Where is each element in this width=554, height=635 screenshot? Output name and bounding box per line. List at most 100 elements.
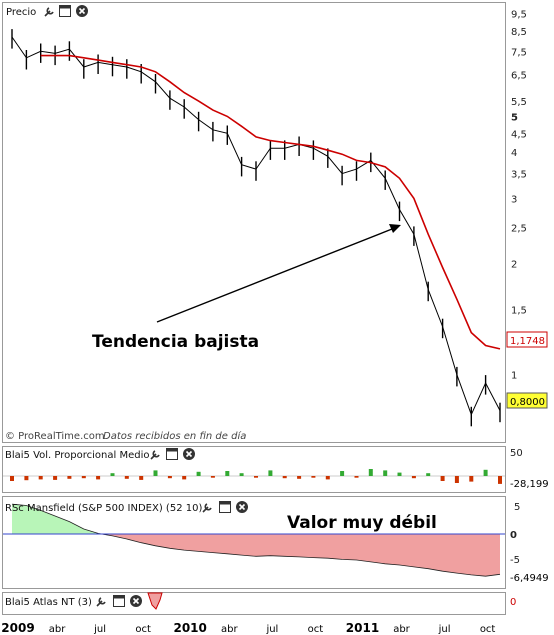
volume-bar bbox=[67, 476, 72, 479]
x-axis-label: oct bbox=[308, 624, 324, 635]
atlas-value: 0 bbox=[510, 597, 516, 608]
rsc-y-tick-zero: 0 bbox=[510, 530, 517, 541]
volume-bar bbox=[10, 476, 14, 481]
price-y-tick: 1 bbox=[511, 371, 517, 382]
volume-bar bbox=[311, 476, 316, 478]
price-y-axis: 9,5 8,5 7,5 6,5 5,5 5 4,5 4 3,5 3 2,5 2 1,5 1 bbox=[511, 9, 527, 381]
x-axis-label: jul bbox=[93, 624, 106, 635]
x-axis-label: 2010 bbox=[173, 621, 206, 635]
rsc-pane-border bbox=[2, 496, 506, 589]
window-icon[interactable] bbox=[59, 5, 71, 17]
price-y-tick: 7,5 bbox=[511, 47, 527, 58]
x-axis-label: 2011 bbox=[346, 621, 379, 635]
price-y-tick: 6,5 bbox=[511, 70, 527, 81]
wrench-icon[interactable] bbox=[96, 597, 106, 607]
rsc-y-tick-bottom: -5 bbox=[510, 555, 520, 566]
volume-bar bbox=[239, 473, 244, 476]
window-icon[interactable] bbox=[113, 595, 125, 607]
volume-bar bbox=[110, 473, 115, 476]
volume-bar bbox=[340, 471, 345, 476]
volume-bar bbox=[225, 471, 230, 476]
close-icon[interactable] bbox=[130, 595, 142, 607]
close-icon[interactable] bbox=[236, 501, 248, 513]
x-axis-label: abr bbox=[49, 624, 66, 635]
wrench-icon[interactable] bbox=[150, 450, 160, 460]
price-y-tick: 9,5 bbox=[511, 9, 527, 20]
trend-arrow bbox=[156, 224, 401, 323]
volume-bar bbox=[196, 471, 201, 476]
ma-value-bg bbox=[506, 331, 548, 348]
x-axis-label: abr bbox=[393, 624, 410, 635]
atlas-pane-title: Blai5 Atlas NT (3) bbox=[5, 597, 92, 608]
volume-bar bbox=[383, 470, 388, 476]
volume-bar bbox=[426, 473, 431, 476]
price-line bbox=[11, 36, 501, 416]
price-y-tick: 2 bbox=[511, 260, 517, 271]
volume-bar bbox=[24, 476, 29, 481]
volume-y-tick: 50 bbox=[510, 448, 523, 459]
rsc-area-group bbox=[3, 503, 505, 577]
volume-bar bbox=[325, 476, 330, 480]
volume-bar bbox=[469, 476, 474, 482]
volume-bar bbox=[498, 476, 502, 484]
ma-value: 1,1748 bbox=[510, 336, 545, 347]
last-price: 0,8000 bbox=[510, 397, 545, 408]
downtrend-annotation: Tendencia bajista bbox=[92, 332, 259, 352]
x-axis-label: oct bbox=[480, 624, 496, 635]
close-icon[interactable] bbox=[183, 448, 195, 460]
price-y-tick: 5,5 bbox=[511, 97, 527, 108]
x-axis-label: jul bbox=[438, 624, 451, 635]
moving-average-line bbox=[40, 54, 501, 350]
volume-bar bbox=[153, 470, 158, 476]
price-y-tick: 3,5 bbox=[511, 170, 527, 181]
price-pane-border bbox=[2, 2, 506, 443]
volume-bar bbox=[397, 472, 402, 476]
volume-bar bbox=[411, 476, 416, 479]
volume-bar bbox=[440, 476, 445, 481]
rsc-pane-title: RSc Mansfield (S&P 500 INDEX) (52 10) bbox=[5, 503, 202, 514]
price-y-tick: 4,5 bbox=[511, 129, 527, 140]
x-axis-label: 2009 bbox=[1, 621, 34, 635]
volume-bar bbox=[96, 476, 101, 480]
volume-pane-header: Blai5 Vol. Proporcional Medio bbox=[3, 447, 202, 462]
volume-bar bbox=[38, 476, 43, 480]
volume-pane-title: Blai5 Vol. Proporcional Medio bbox=[5, 450, 149, 461]
rsc-negative-area bbox=[12, 534, 500, 577]
volume-bar bbox=[454, 476, 459, 483]
volume-bar bbox=[182, 476, 187, 480]
rsc-value: -6,4949 bbox=[510, 573, 549, 584]
volume-bar bbox=[81, 476, 86, 479]
last-price-box: 0,8000 bbox=[506, 392, 548, 409]
volume-bar bbox=[354, 476, 359, 478]
watermark-brand: © ProRealTime.com bbox=[5, 431, 105, 442]
close-icon[interactable] bbox=[76, 5, 88, 17]
watermark-note: Datos recibidos en fin de día bbox=[103, 430, 246, 442]
volume-pane-border bbox=[2, 446, 506, 493]
wrench-icon[interactable] bbox=[202, 503, 212, 513]
volume-bar bbox=[297, 476, 302, 479]
volume-bar bbox=[210, 476, 215, 478]
rsc-positive-area bbox=[12, 504, 500, 534]
rsc-annotation: Valor muy débil bbox=[287, 513, 437, 533]
volume-bar bbox=[368, 469, 373, 476]
price-y-tick: 5 bbox=[511, 112, 518, 123]
volume-bars-group bbox=[3, 469, 505, 484]
price-pane-title: Precio bbox=[6, 7, 36, 18]
volume-bar bbox=[124, 476, 129, 479]
atlas-shape bbox=[147, 592, 163, 610]
ma-value-box: 1,1748 bbox=[506, 331, 548, 348]
wrench-icon[interactable] bbox=[44, 7, 54, 17]
x-axis-label: jul bbox=[265, 624, 278, 635]
window-icon[interactable] bbox=[166, 448, 178, 460]
price-y-tick: 2,5 bbox=[511, 224, 527, 235]
rsc-pane-header: RSc Mansfield (S&P 500 INDEX) (52 10) bbox=[5, 501, 248, 514]
window-icon[interactable] bbox=[219, 501, 231, 513]
x-axis: 2009 abr jul oct 2010 abr jul oct 2011 abr jul oct bbox=[1, 621, 495, 635]
x-axis-label: oct bbox=[135, 624, 151, 635]
atlas-pane-header: Blai5 Atlas NT (3) bbox=[5, 592, 163, 610]
price-y-tick: 8,5 bbox=[511, 27, 527, 38]
rsc-line bbox=[11, 503, 501, 577]
price-y-tick: 1,5 bbox=[511, 306, 527, 317]
price-y-tick: 3 bbox=[511, 194, 517, 205]
